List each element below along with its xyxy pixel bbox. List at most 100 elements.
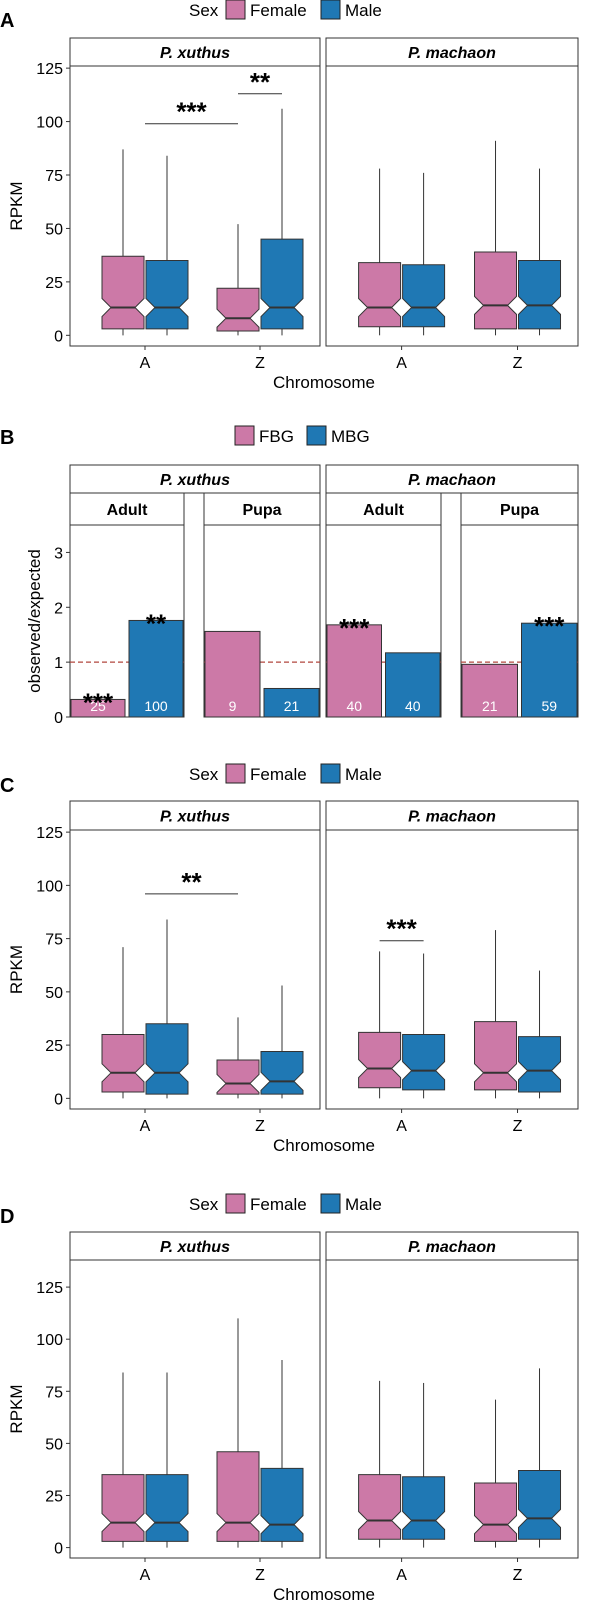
legend: Sex Female Male xyxy=(189,763,382,784)
facet-label: P. machaon xyxy=(408,472,496,489)
legend-label: MBG xyxy=(331,427,370,446)
bar-count-label: 21 xyxy=(482,698,498,714)
x-axis-label: Chromosome xyxy=(273,1585,375,1600)
x-tick-label: Z xyxy=(255,1118,265,1135)
bar-count-label: 21 xyxy=(284,698,300,714)
facet-label: P. xuthus xyxy=(160,45,230,62)
box xyxy=(402,264,446,328)
panel-letter: B xyxy=(0,427,14,449)
legend-title: Sex xyxy=(189,1,219,20)
bar xyxy=(128,619,184,718)
legend-label: Male xyxy=(345,1,382,20)
subfacet-label: Adult xyxy=(363,502,405,519)
facet-strip xyxy=(69,1231,321,1261)
legend-label: Male xyxy=(345,765,382,784)
facet-label: P. xuthus xyxy=(160,472,230,489)
bar xyxy=(521,622,578,718)
y-tick-label: 50 xyxy=(45,985,63,1002)
box xyxy=(260,238,304,330)
y-tick-label: 3 xyxy=(54,545,63,562)
bar xyxy=(326,624,382,718)
box xyxy=(216,1451,260,1542)
box xyxy=(101,1474,145,1542)
box xyxy=(358,1474,402,1540)
facet-strip xyxy=(69,800,321,831)
box xyxy=(518,1036,562,1093)
x-tick-label: A xyxy=(396,355,407,372)
box xyxy=(474,1482,518,1542)
facet-strip xyxy=(325,464,579,494)
x-tick-label: A xyxy=(396,1118,407,1135)
facet-strip xyxy=(69,37,321,67)
facet-label: P. xuthus xyxy=(160,1239,230,1256)
significance-label: *** xyxy=(176,97,207,127)
y-tick-label: 0 xyxy=(54,328,63,345)
facet: P. machaon A Z xyxy=(325,37,579,372)
box xyxy=(518,1469,562,1540)
box xyxy=(216,1059,260,1095)
bar xyxy=(385,652,441,718)
box xyxy=(474,1021,518,1091)
x-tick-label: A xyxy=(140,1118,151,1135)
panel-letter: A xyxy=(0,10,14,32)
box xyxy=(101,1033,145,1093)
significance-label: ** xyxy=(146,608,167,638)
legend-swatch xyxy=(320,0,341,20)
box xyxy=(216,287,260,332)
y-tick-label: 25 xyxy=(45,1488,63,1505)
y-tick-label: 125 xyxy=(36,61,63,78)
x-tick-label: A xyxy=(140,1567,151,1584)
y-tick-label: 0 xyxy=(54,1541,63,1558)
panel-letter: D xyxy=(0,1206,14,1228)
box xyxy=(145,1023,189,1095)
x-tick-label: Z xyxy=(255,1567,265,1584)
facet: P. xuthus Adult 25*** 100 ** Pupa 9 21 xyxy=(69,464,321,718)
bar xyxy=(263,687,320,718)
legend-label: Female xyxy=(250,765,307,784)
subfacet-label: Adult xyxy=(107,502,149,519)
plot-frame xyxy=(69,829,321,1110)
y-tick-label: 50 xyxy=(45,1436,63,1453)
x-axis-label: Chromosome xyxy=(273,373,375,392)
y-axis-label: RPKM xyxy=(7,181,26,230)
facet-label: P. machaon xyxy=(408,45,496,62)
subfacet-strip xyxy=(69,492,185,526)
plot-frame xyxy=(69,524,185,718)
legend-swatch xyxy=(306,425,327,446)
box xyxy=(260,1051,304,1095)
box xyxy=(101,255,145,330)
facet: P. xuthus A Z ** xyxy=(69,800,321,1135)
facet: P. machaon A Z *** xyxy=(325,800,579,1135)
box xyxy=(518,260,562,330)
facet-label: P. machaon xyxy=(408,1239,496,1256)
y-tick-label: 100 xyxy=(36,1332,63,1349)
panel-letter: C xyxy=(0,775,14,797)
y-tick-label: 75 xyxy=(45,932,63,949)
y-tick-label: 25 xyxy=(45,275,63,292)
legend-swatch xyxy=(225,0,246,20)
y-axis-label: RPKM xyxy=(7,945,26,994)
y-tick-label: 100 xyxy=(36,115,63,132)
bar-count-label: 40 xyxy=(346,698,362,714)
significance-label: *** xyxy=(386,914,417,944)
y-tick-label: 0 xyxy=(54,1091,63,1108)
facet: P. machaon A Z xyxy=(325,1231,579,1584)
box xyxy=(145,1474,189,1542)
significance-label: *** xyxy=(83,687,114,717)
bar xyxy=(461,663,518,718)
x-tick-label: Z xyxy=(513,1567,523,1584)
plot-frame xyxy=(325,524,442,718)
bar-count-label: 59 xyxy=(541,698,557,714)
plot-frame xyxy=(325,65,579,347)
y-tick-label: 0 xyxy=(54,710,63,727)
legend-label: Male xyxy=(345,1195,382,1214)
subfacet-label: Pupa xyxy=(242,502,281,519)
x-axis-label: Chromosome xyxy=(273,1136,375,1155)
plot-frame xyxy=(203,524,321,718)
y-axis-label: RPKM xyxy=(7,1384,26,1433)
x-tick-label: A xyxy=(396,1567,407,1584)
legend-title: Sex xyxy=(189,765,219,784)
bar-count-label: 25 xyxy=(90,698,106,714)
